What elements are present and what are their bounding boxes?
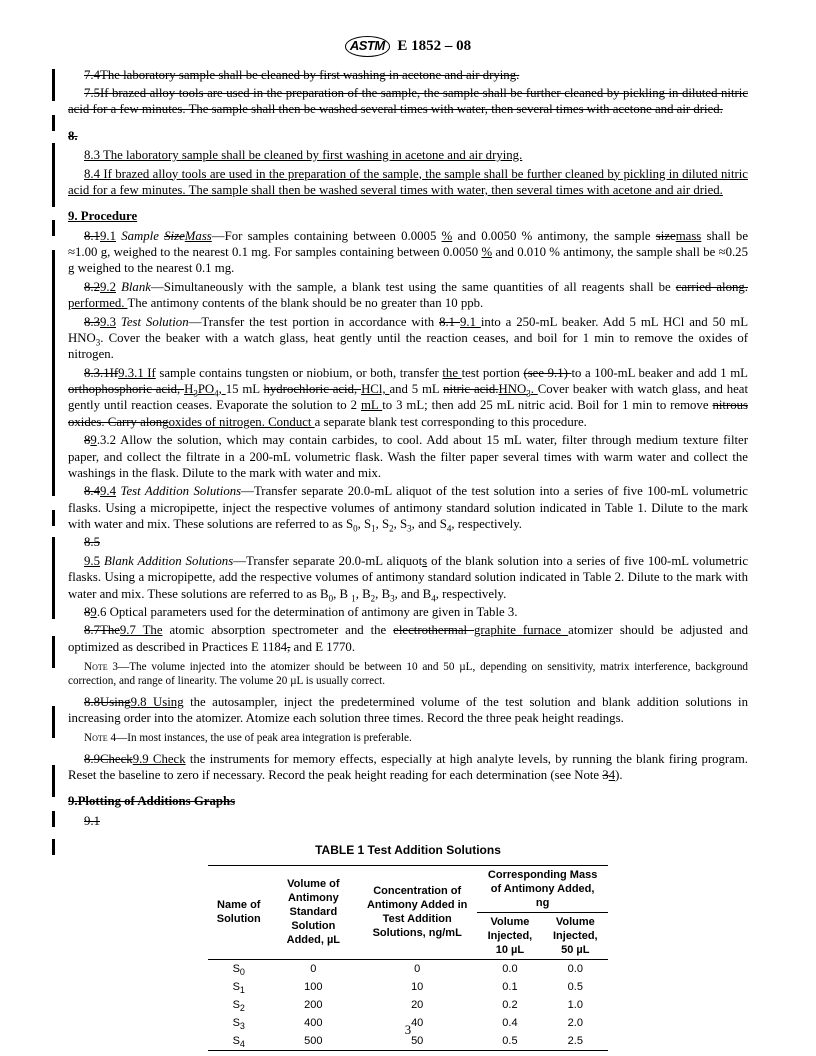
para-7-5: 7.5If brazed alloy tools are used in the… — [68, 85, 748, 118]
note-4: Note 4—In most instances, the use of pea… — [68, 731, 748, 745]
table-row: S0000.00.0 — [208, 960, 608, 979]
change-bar — [52, 811, 55, 827]
para-9-3: 8.39.3 Test Solution—Transfer the test p… — [68, 314, 748, 363]
para-9-6: 89.6 Optical parameters used for the det… — [68, 604, 748, 620]
para-8-5: 8.5 — [68, 534, 748, 550]
sec-8: 8. — [68, 128, 748, 144]
change-bar — [52, 706, 55, 738]
para-9-4: 8.49.4 Test Addition Solutions—Transfer … — [68, 483, 748, 532]
th-m10: Volume Injected, 10 µL — [477, 912, 542, 959]
page-number: 3 — [0, 1022, 816, 1038]
change-bar — [52, 537, 55, 619]
change-bar — [52, 636, 55, 668]
table-row: S2200200.21.0 — [208, 996, 608, 1014]
table-1: TABLE 1 Test Addition Solutions Name of … — [208, 843, 608, 1051]
change-bar — [52, 839, 55, 855]
table-row: S1100100.10.5 — [208, 978, 608, 996]
para-9-7: 8.7The9.7 The atomic absorption spectrom… — [68, 622, 748, 655]
designation: E 1852 – 08 — [397, 38, 471, 54]
para-7-4: 7.4The laboratory sample shall be cleane… — [68, 67, 748, 83]
change-bar — [52, 115, 55, 131]
astm-logo: ASTM — [345, 36, 390, 57]
note-3: Note 3—The volume injected into the atom… — [68, 660, 748, 689]
table-1-title: TABLE 1 Test Addition Solutions — [208, 843, 608, 858]
para-9-8: 8.8Using9.8 Using the autosampler, injec… — [68, 694, 748, 727]
para-9-9: 8.9Check9.9 Check the instruments for me… — [68, 751, 748, 784]
change-bar — [52, 220, 55, 236]
sec-9: 9. Procedure — [68, 208, 748, 224]
para-8-3: 8.3 The laboratory sample shall be clean… — [68, 147, 748, 163]
th-vol: Volume of Antimony Standard Solution Add… — [270, 865, 358, 959]
change-bar — [52, 143, 55, 207]
para-9-1: 8.19.1 Sample SizeMass—For samples conta… — [68, 228, 748, 277]
para-9-3-1: 8.3.1If9.3.1 If sample contains tungsten… — [68, 365, 748, 431]
para-9-2: 8.29.2 Blank—Simultaneously with the sam… — [68, 279, 748, 312]
sec-9-plotting: 9.Plotting of Additions Graphs — [68, 793, 748, 809]
th-conc: Concentration of Antimony Added in Test … — [357, 865, 477, 959]
page-header: ASTM E 1852 – 08 — [68, 36, 748, 57]
th-name: Name of Solution — [208, 865, 270, 959]
th-m50: Volume Injected, 50 µL — [543, 912, 608, 959]
change-bar — [52, 250, 55, 496]
para-9-5: 9.5 Blank Addition Solutions—Transfer se… — [68, 553, 748, 602]
para-8-4: 8.4 If brazed alloy tools are used in th… — [68, 166, 748, 199]
th-mass: Corresponding Mass of Antimony Added, ng — [477, 865, 608, 912]
para-9-1-old: 9.1 — [68, 813, 748, 829]
para-9-3-2: 89.3.2 Allow the solution, which may con… — [68, 432, 748, 481]
change-bar — [52, 510, 55, 526]
change-bar — [52, 765, 55, 797]
change-bar — [52, 69, 55, 101]
